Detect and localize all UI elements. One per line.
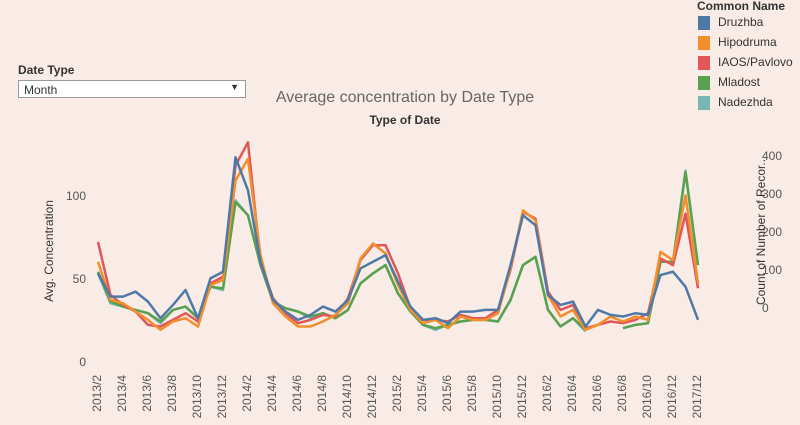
legend-label: Druzhba	[718, 15, 764, 29]
x-tick-label: 2014/10	[340, 375, 354, 419]
legend-swatch	[698, 76, 710, 90]
y-tick-label: 0	[79, 355, 86, 369]
x-tick-label: 2013/12	[215, 375, 229, 419]
series-line	[96, 157, 700, 332]
x-tick-label: 2013/10	[190, 375, 204, 419]
y2-tick-label: 400	[762, 149, 782, 163]
legend-label: IAOS/Pavlovo	[718, 55, 793, 69]
x-tick-label: 2014/12	[365, 375, 379, 419]
filter-label: Date Type	[18, 63, 75, 77]
y2-tick-label: 200	[762, 225, 782, 239]
legend-swatch	[698, 36, 710, 50]
x-tick-label: 2017/12	[690, 375, 704, 419]
y-axis-title: Avg. Concentration	[42, 200, 56, 302]
dropdown-arrow[interactable]: ▼	[230, 82, 239, 92]
legend-title: Common Name	[697, 0, 785, 13]
x-tick-label: 2016/12	[665, 375, 679, 419]
y2-axis-title: Count of Number of Recor..	[754, 159, 768, 305]
y2-tick-label: 300	[762, 187, 782, 201]
x-tick-label: 2013/8	[165, 375, 179, 412]
x-tick-label: 2015/10	[490, 375, 504, 419]
x-tick-label: 2014/2	[240, 375, 254, 412]
x-tick-label: 2014/6	[290, 375, 304, 412]
series-line	[96, 141, 700, 330]
date-type-dropdown[interactable]: Month ▼	[18, 80, 246, 98]
x-tick-label: 2016/4	[565, 375, 579, 412]
x-tick-label: 2016/8	[615, 375, 629, 412]
y2-tick-label: 0	[762, 301, 769, 315]
legend-label: Nadezhda	[718, 95, 773, 109]
legend-label: Hipodruma	[718, 35, 777, 49]
x-tick-label: 2013/4	[115, 375, 129, 412]
legend-swatch	[698, 56, 710, 70]
legend-swatch	[698, 96, 710, 110]
x-tick-label: 2015/8	[465, 375, 479, 412]
legend-swatch	[698, 16, 710, 30]
x-tick-label: 2016/10	[640, 375, 654, 419]
x-tick-label: 2016/2	[540, 375, 554, 412]
series-line	[96, 156, 700, 328]
x-tick-label: 2014/4	[265, 375, 279, 412]
x-tick-label: 2014/8	[315, 375, 329, 412]
x-tick-label: 2015/6	[440, 375, 454, 412]
x-tick-label: 2016/6	[590, 375, 604, 412]
series-line	[96, 170, 700, 331]
x-tick-label: 2015/4	[415, 375, 429, 412]
chart-subtitle: Type of Date	[369, 113, 440, 127]
y-tick-label: 50	[73, 272, 87, 286]
x-tick-label: 2013/2	[90, 375, 104, 412]
y-tick-label: 100	[66, 189, 86, 203]
chart-title: Average concentration by Date Type	[276, 89, 534, 106]
legend-label: Mladost	[718, 75, 761, 89]
dropdown-value: Month	[24, 83, 58, 97]
x-tick-label: 2013/6	[140, 375, 154, 412]
y2-tick-label: 100	[762, 263, 782, 277]
x-tick-label: 2015/2	[390, 375, 404, 412]
x-tick-label: 2015/12	[515, 375, 529, 419]
